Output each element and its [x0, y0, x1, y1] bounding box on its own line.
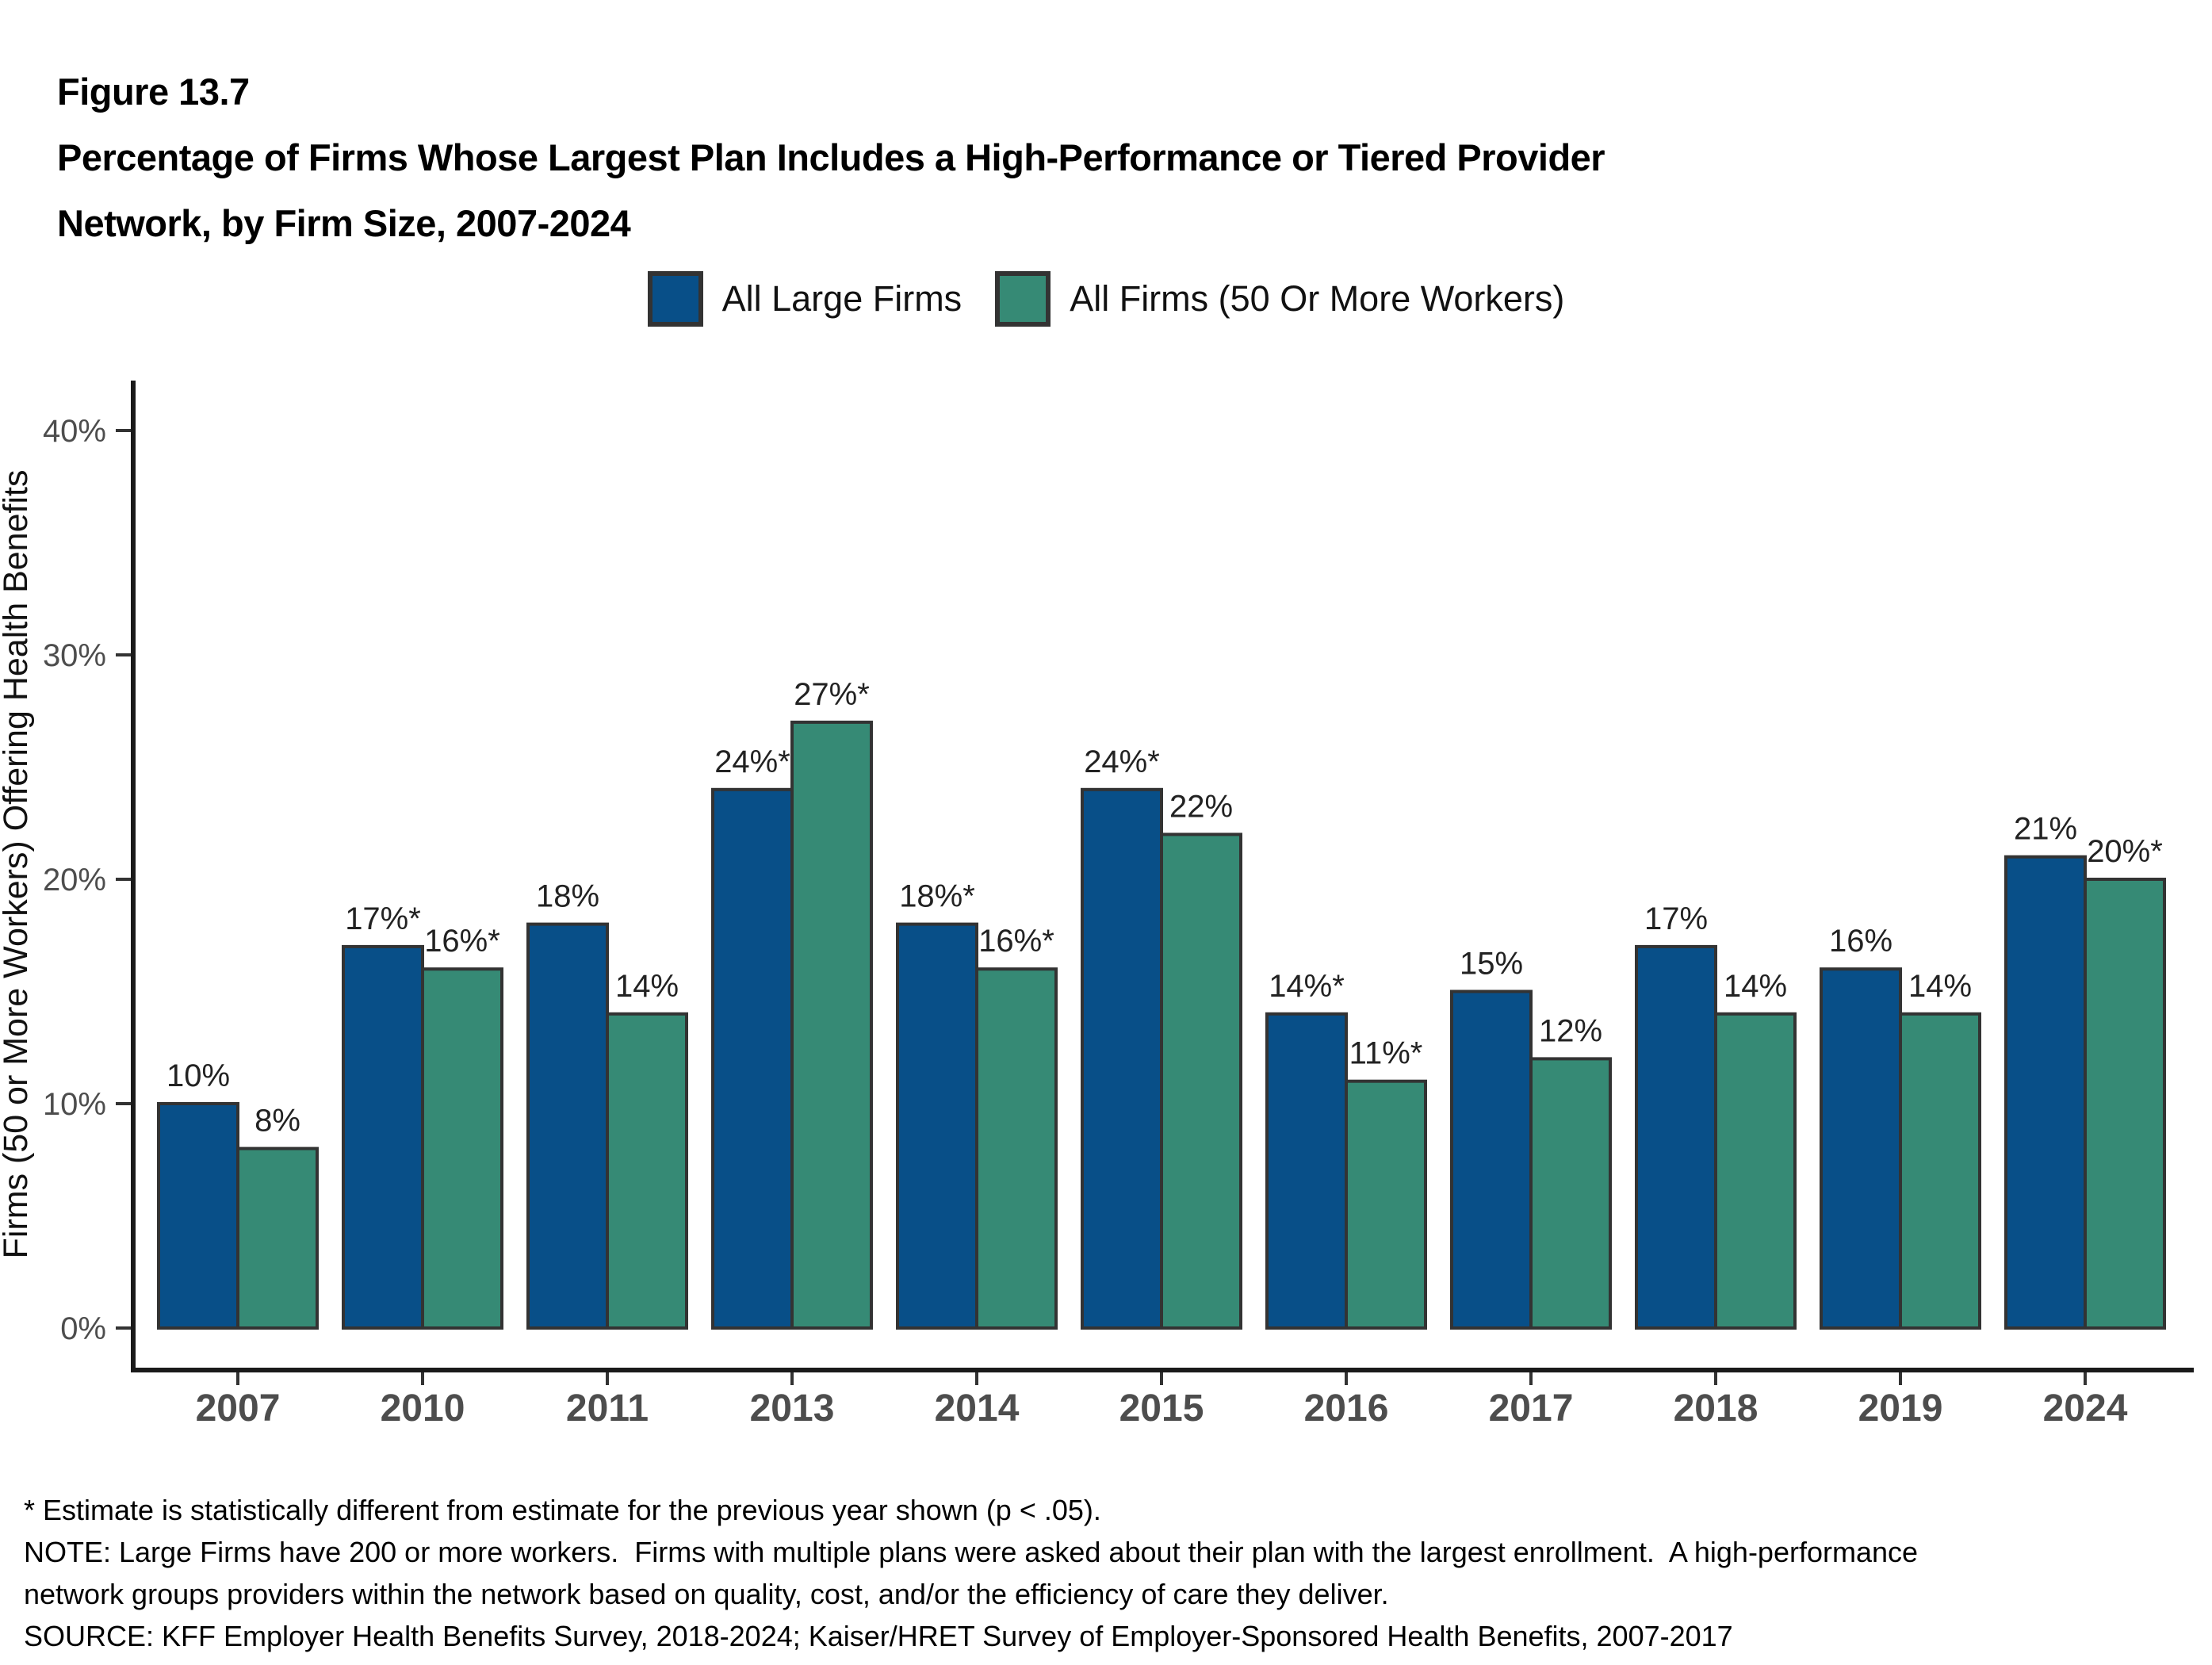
bar-all-firms-50-or-more-2017: [1529, 1057, 1612, 1330]
bar-value-label: 27%*: [794, 677, 870, 712]
bar-all-firms-50-or-more-2019: [1899, 1012, 1981, 1330]
bar-all-firms-50-or-more-2007: [236, 1146, 319, 1330]
footnote-note-line-2: network groups providers within the netw…: [24, 1578, 1389, 1610]
bar-value-label: 16%: [1829, 924, 1892, 959]
bar-value-label: 17%*: [345, 901, 421, 936]
bar-value-label: 16%*: [424, 924, 500, 959]
bar-all-large-firms-2019: [1820, 967, 1902, 1330]
bar-all-firms-50-or-more-2016: [1345, 1079, 1427, 1330]
x-axis-tick: [1714, 1372, 1717, 1385]
x-axis-year-label: 2007: [196, 1388, 281, 1430]
bar-value-label: 8%: [254, 1104, 300, 1139]
bar-value-label: 15%: [1460, 947, 1523, 982]
bar-value-label: 24%*: [1084, 744, 1160, 779]
legend-swatch-all-large-firms: [647, 271, 703, 327]
x-axis-tick: [1345, 1372, 1348, 1385]
x-axis-year-label: 2015: [1119, 1388, 1204, 1430]
bar-all-large-firms-2015: [1081, 787, 1163, 1330]
y-axis-tick: [116, 1102, 131, 1105]
x-axis-year-label: 2018: [1674, 1388, 1759, 1430]
x-axis-tick: [2084, 1372, 2087, 1385]
bar-chart-svg: 0%10%20%30%40%200710%8%201017%*16%*20111…: [0, 381, 2194, 1430]
bar-value-label: 14%*: [1269, 969, 1345, 1004]
footnote-asterisk: * Estimate is statistically different fr…: [24, 1494, 1101, 1526]
bar-value-label: 22%: [1169, 789, 1233, 824]
bar-value-label: 21%: [2014, 812, 2077, 847]
bar-all-firms-50-or-more-2024: [2084, 878, 2166, 1330]
bar-all-large-firms-2018: [1635, 944, 1717, 1330]
y-axis-tick-label: 20%: [43, 863, 106, 898]
bar-value-label: 14%: [1724, 969, 1787, 1004]
bar-all-large-firms-2024: [2004, 855, 2087, 1330]
bar-all-firms-50-or-more-2014: [975, 967, 1058, 1330]
x-axis-year-label: 2011: [566, 1388, 649, 1430]
x-axis-year-label: 2010: [381, 1388, 465, 1430]
bar-all-firms-50-or-more-2010: [421, 967, 503, 1330]
bar-value-label: 17%: [1644, 901, 1708, 936]
bar-value-label: 14%: [1908, 969, 1972, 1004]
bar-value-label: 12%: [1539, 1013, 1602, 1048]
bar-value-label: 20%*: [2087, 834, 2163, 869]
x-axis-year-label: 2013: [750, 1388, 835, 1430]
x-axis-tick: [1529, 1372, 1533, 1385]
bar-value-label: 16%*: [978, 924, 1054, 959]
bar-all-large-firms-2007: [157, 1102, 239, 1330]
legend-swatch-all-firms-50-or-more: [995, 271, 1051, 327]
legend-label-all-firms-50-or-more: All Firms (50 Or More Workers): [1070, 278, 1565, 319]
bar-value-label: 24%*: [714, 744, 790, 779]
legend-item-all-firms-50-or-more: All Firms (50 Or More Workers): [995, 271, 1564, 327]
bar-value-label: 10%: [166, 1058, 230, 1093]
bar-all-firms-50-or-more-2018: [1714, 1012, 1797, 1330]
y-axis-tick: [116, 878, 131, 881]
footnote-source: SOURCE: KFF Employer Health Benefits Sur…: [24, 1620, 1733, 1652]
x-axis-tick: [1160, 1372, 1163, 1385]
bar-value-label: 14%: [615, 969, 679, 1004]
x-axis-line: [131, 1368, 2194, 1372]
x-axis-tick: [1899, 1372, 1902, 1385]
x-axis-year-label: 2024: [2043, 1388, 2128, 1430]
bar-all-large-firms-2011: [526, 922, 609, 1330]
x-axis-year-label: 2016: [1304, 1388, 1389, 1430]
y-axis-tick-label: 30%: [43, 638, 106, 673]
legend-label-all-large-firms: All Large Firms: [721, 278, 962, 319]
bar-all-large-firms-2013: [711, 787, 794, 1330]
bar-chart: 0% 10% 20% 30% 40% 2007 10% 8% 2010 17%* 16%* 2011 1…: [0, 365, 2212, 1435]
y-axis-tick-label: 10%: [43, 1087, 106, 1122]
x-axis-tick: [606, 1372, 609, 1385]
figure-title-line-1: Percentage of Firms Whose Largest Plan I…: [57, 136, 1605, 178]
footnote-note-line-1: NOTE: Large Firms have 200 or more worke…: [24, 1536, 1919, 1568]
figure-number: Figure 13.7: [57, 71, 250, 113]
bar-all-large-firms-2017: [1450, 989, 1533, 1330]
x-axis-tick: [236, 1372, 239, 1385]
legend-item-all-large-firms: All Large Firms: [647, 271, 962, 327]
y-axis-tick-label: 40%: [43, 414, 106, 449]
x-axis-year-label: 2014: [935, 1388, 1020, 1430]
bar-all-large-firms-2014: [896, 922, 978, 1330]
x-axis-year-label: 2019: [1858, 1388, 1943, 1430]
bar-all-firms-50-or-more-2013: [790, 720, 873, 1330]
x-axis-tick: [421, 1372, 424, 1385]
bar-value-label: 18%: [536, 879, 599, 914]
bar-all-large-firms-2016: [1265, 1012, 1348, 1330]
x-axis-tick: [975, 1372, 978, 1385]
bar-all-firms-50-or-more-2015: [1160, 832, 1242, 1330]
legend: All Large Firms All Firms (50 Or More Wo…: [0, 271, 2212, 327]
title-block: Figure 13.7 Percentage of Firms Whose La…: [57, 59, 1605, 256]
figure-title-line-2: Network, by Firm Size, 2007-2024: [57, 202, 631, 244]
x-axis-year-label: 2017: [1489, 1388, 1574, 1430]
y-axis-tick: [116, 429, 131, 432]
y-axis-line: [131, 381, 136, 1372]
bar-all-firms-50-or-more-2011: [606, 1012, 688, 1330]
bar-value-label: 11%*: [1349, 1036, 1423, 1071]
y-axis-tick: [116, 1326, 131, 1330]
bar-value-label: 18%*: [899, 879, 975, 914]
y-axis-title: Firms (50 or More Workers) Offering Heal…: [0, 470, 35, 1259]
bar-all-large-firms-2010: [342, 944, 424, 1330]
y-axis-tick-label: 0%: [60, 1311, 106, 1346]
x-axis-tick: [790, 1372, 794, 1385]
y-axis-tick: [116, 653, 131, 656]
footnotes: * Estimate is statistically different fr…: [24, 1489, 1918, 1657]
